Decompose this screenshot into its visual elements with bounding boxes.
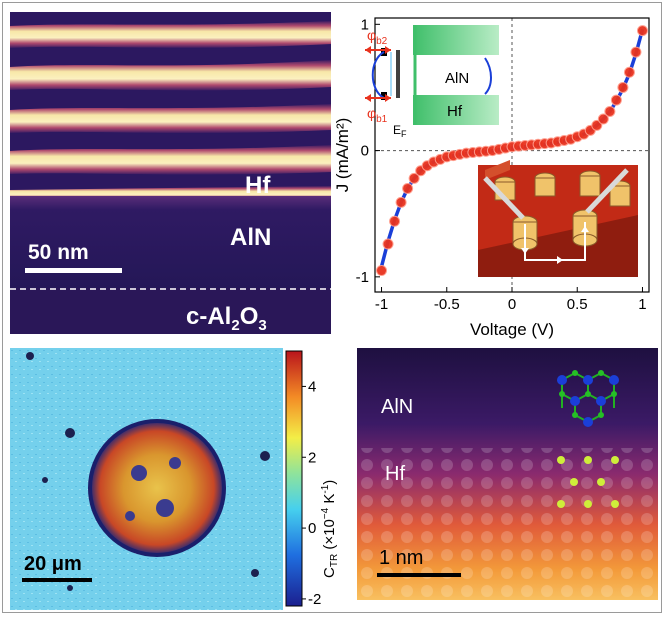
y-tick-label: 1 bbox=[361, 16, 369, 33]
haadf-image: AlN Hf 1 nm bbox=[357, 348, 658, 600]
data-point bbox=[623, 66, 635, 78]
data-point bbox=[630, 46, 642, 58]
y-tick-label: 0 bbox=[361, 143, 369, 160]
x-tick-label: 0 bbox=[508, 296, 516, 313]
data-point bbox=[597, 113, 609, 125]
inset-label-hf: Hf bbox=[447, 103, 463, 120]
device-disk bbox=[90, 421, 224, 555]
scale-bar-label: 1 nm bbox=[379, 547, 423, 569]
colorbar bbox=[285, 350, 303, 607]
x-tick-label: 1 bbox=[638, 296, 646, 313]
inset-label-aln: AlN bbox=[445, 70, 469, 87]
colorbar-tick-label: 0 bbox=[308, 520, 316, 537]
data-point bbox=[617, 81, 629, 93]
label-aln: AlN bbox=[381, 396, 413, 418]
scale-bar-label: 20 μm bbox=[24, 553, 82, 575]
scale-bar bbox=[22, 578, 92, 582]
colorbar-tick-label: 2 bbox=[308, 449, 316, 466]
x-axis-label: Voltage (V) bbox=[470, 320, 554, 339]
scale-bar bbox=[25, 268, 122, 273]
data-point bbox=[402, 182, 414, 194]
label-sapphire: c-Al2O3 bbox=[186, 303, 267, 334]
data-point bbox=[376, 265, 388, 277]
phi-b1-label: φb1 bbox=[367, 105, 388, 125]
device-3d-inset bbox=[478, 160, 638, 277]
data-point bbox=[389, 215, 401, 227]
colorbar-label: CTR (×10−4 K-1) bbox=[320, 480, 340, 578]
data-point bbox=[395, 196, 407, 208]
fermi-level-label: EF bbox=[393, 123, 407, 139]
x-tick-label: 0.5 bbox=[567, 296, 588, 313]
data-point bbox=[408, 172, 420, 184]
panel-tem-cross-section: Hf AlN c-Al2O3 50 nm bbox=[10, 12, 331, 334]
tem-image: Hf AlN c-Al2O3 50 nm bbox=[10, 12, 331, 334]
data-point bbox=[604, 105, 616, 117]
scale-bar-label: 50 nm bbox=[28, 241, 89, 264]
data-point bbox=[610, 94, 622, 106]
data-point bbox=[636, 25, 648, 37]
label-hf: Hf bbox=[245, 172, 271, 199]
colorbar-tick-label: 4 bbox=[308, 378, 316, 395]
scale-bar bbox=[377, 573, 461, 577]
label-hf: Hf bbox=[385, 463, 405, 485]
x-tick-label: -1 bbox=[375, 296, 388, 313]
x-tick-label: -0.5 bbox=[434, 296, 460, 313]
colorbar-label-svg: CTR (×10−4 K-1) bbox=[320, 480, 340, 578]
phi-b2-label: φb2 bbox=[367, 27, 388, 47]
data-point bbox=[382, 238, 394, 250]
label-aln: AlN bbox=[230, 224, 271, 251]
y-tick-label: -1 bbox=[356, 269, 369, 286]
jv-chart: -1 -0.5 0 0.5 1 -1 0 1 Voltage (V) J (mA/m²) bbox=[335, 16, 650, 339]
panel-jv-chart: -1 -0.5 0 0.5 1 -1 0 1 Voltage (V) J (mA/m²) bbox=[335, 10, 660, 342]
y-axis-label: J (mA/m²) bbox=[335, 118, 352, 193]
ctr-map: 4 2 0 -2 20 μm bbox=[10, 348, 321, 610]
atom-model bbox=[557, 370, 619, 508]
panel-thermoreflectance-map: 4 2 0 -2 20 μm CTR (×10−4 K-1) bbox=[10, 348, 340, 610]
data-point bbox=[591, 119, 603, 131]
colorbar-tick-label: -2 bbox=[308, 591, 321, 608]
panel-atomic-resolution: AlN Hf 1 nm bbox=[357, 348, 658, 600]
band-diagram-inset: φb2 φb1 EF AlN Hf bbox=[365, 25, 499, 139]
